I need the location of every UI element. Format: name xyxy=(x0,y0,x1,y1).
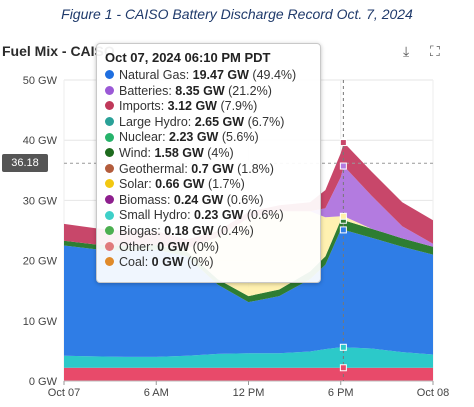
area-large-hydro xyxy=(64,347,433,368)
tooltip-series-name: Small Hydro xyxy=(119,208,188,223)
legend-dot-icon xyxy=(105,210,114,220)
tooltip-series-percent: (49.4%) xyxy=(252,68,297,82)
tooltip-rows: Natural Gas: 19.47 GW (49.4%) Batteries: … xyxy=(105,68,312,271)
tooltip-row: Biogas: 0.18 GW (0.4%) xyxy=(105,224,312,240)
legend-dot-icon xyxy=(105,132,114,142)
legend-dot-icon xyxy=(105,148,114,158)
tooltip-series-percent: (0.6%) xyxy=(246,208,284,223)
legend-dot-icon xyxy=(105,101,114,111)
tooltip-series-percent: (7.9%) xyxy=(220,99,258,114)
hover-marker xyxy=(339,364,347,372)
tooltip-series-name: Nuclear xyxy=(119,130,163,145)
tooltip-series-name: Large Hydro xyxy=(119,114,188,129)
tooltip-series-name: Other xyxy=(119,239,151,254)
tooltip-series-value: 0.7 GW xyxy=(191,161,234,176)
tooltip-row: Solar: 0.66 GW (1.7%) xyxy=(105,177,312,193)
area-batteries xyxy=(64,166,433,249)
hover-marker xyxy=(339,226,347,234)
panel-title: Fuel Mix - CAISO xyxy=(2,43,115,59)
tooltip-series-percent: (5.6%) xyxy=(221,130,259,145)
y-tick-label: 30 GW xyxy=(23,195,58,207)
tooltip-series-percent: (6.7%) xyxy=(247,114,285,129)
tooltip-series-name: Wind xyxy=(119,145,148,160)
tooltip-series-value: 0.18 GW xyxy=(164,223,214,238)
tooltip-series-name: Biomass xyxy=(119,192,167,207)
tooltip-row: Coal: 0 GW (0%) xyxy=(105,255,312,271)
tooltip-series-value: 0.23 GW xyxy=(194,208,244,223)
tooltip-series-value: 0.24 GW xyxy=(173,192,224,207)
tooltip-row: Nuclear: 2.23 GW (5.6%) xyxy=(105,130,312,146)
tooltip-series-value: 2.23 GW xyxy=(169,130,219,145)
x-tick-label: 12 PM xyxy=(233,387,265,399)
tooltip-series-percent: (0%) xyxy=(187,255,214,270)
tooltip-row: Batteries: 8.35 GW (21.2%) xyxy=(105,84,312,100)
crosshair-value-label: 36.18 GW xyxy=(2,154,48,187)
tooltip-series-percent: (1.7%) xyxy=(207,177,245,192)
tooltip-series-name: Natural Gas xyxy=(119,68,186,82)
download-icon[interactable]: ⤓ xyxy=(403,44,410,60)
tooltip-header: Oct 07, 2024 06:10 PM PDT xyxy=(105,50,271,65)
tooltip-row: Wind: 1.58 GW (4%) xyxy=(105,146,312,162)
tooltip-series-value: 8.35 GW xyxy=(175,83,225,98)
tooltip-series-name: Geothermal xyxy=(119,161,185,176)
legend-dot-icon xyxy=(105,226,114,236)
y-tick-label: 50 GW xyxy=(23,75,58,87)
hover-marker xyxy=(339,139,347,147)
legend-dot-icon xyxy=(105,85,114,95)
tooltip-row: Other: 0 GW (0%) xyxy=(105,240,312,256)
y-tick-label: 40 GW xyxy=(23,135,58,147)
x-axis: Oct 07 6 AM 12 PM 6 PM Oct 08 xyxy=(48,380,449,399)
tooltip-series-name: Coal xyxy=(119,255,145,270)
x-tick-label: Oct 08 xyxy=(417,387,449,399)
x-tick-label: 6 AM xyxy=(144,387,169,399)
tooltip-series-value: 2.65 GW xyxy=(194,114,245,129)
fullscreen-icon[interactable]: ⛶ xyxy=(430,44,440,60)
x-tick-label: Oct 07 xyxy=(48,387,80,399)
legend-dot-icon xyxy=(105,241,114,251)
tooltip-series-value: 0.66 GW xyxy=(155,177,205,192)
legend-dot-icon xyxy=(105,194,114,204)
tooltip-series-name: Imports xyxy=(119,99,161,114)
tooltip-row: Biomass: 0.24 GW (0.6%) xyxy=(105,193,312,209)
legend-dot-icon xyxy=(105,116,114,126)
tooltip-series-percent: (21.2%) xyxy=(228,83,272,98)
tooltip-row: Small Hydro: 0.23 GW (0.6%) xyxy=(105,208,312,224)
tooltip: Oct 07, 2024 06:10 PM PDT Natural Gas: 1… xyxy=(96,43,321,283)
figure-title: Figure 1 - CAISO Battery Discharge Recor… xyxy=(61,6,413,22)
x-tick-label: 6 PM xyxy=(328,387,354,399)
legend-dot-icon xyxy=(105,70,114,80)
tooltip-series-value: 19.47 GW xyxy=(192,68,249,82)
tooltip-series-value: 1.58 GW xyxy=(154,145,204,160)
tooltip-series-percent: (0.4%) xyxy=(217,223,254,238)
y-axis: 0 GW 10 GW 20 GW 30 GW 40 GW 50 GW xyxy=(23,75,58,388)
tooltip-row: Large Hydro: 2.65 GW (6.7%) xyxy=(105,115,312,131)
tooltip-series-percent: (1.8%) xyxy=(237,161,274,176)
hover-marker xyxy=(339,343,347,351)
y-tick-label: 0 GW xyxy=(29,376,58,388)
tooltip-series-percent: (4%) xyxy=(207,145,234,160)
y-tick-label: 20 GW xyxy=(23,256,58,268)
hover-marker xyxy=(339,162,347,170)
area-other-and-small-sources xyxy=(64,367,433,381)
tooltip-series-name: Batteries xyxy=(119,83,169,98)
tooltip-series-name: Solar xyxy=(119,177,149,192)
legend-dot-icon xyxy=(105,257,114,267)
legend-dot-icon xyxy=(105,179,114,189)
tooltip-row: Imports: 3.12 GW (7.9%) xyxy=(105,99,312,115)
tooltip-series-percent: (0.6%) xyxy=(226,192,264,207)
y-tick-label: 10 GW xyxy=(23,316,58,328)
tooltip-series-value: 0 GW xyxy=(151,255,184,270)
tooltip-row: Natural Gas: 19.47 GW (49.4%) xyxy=(105,68,312,84)
hover-marker xyxy=(339,212,347,220)
tooltip-series-value: 3.12 GW xyxy=(167,99,217,114)
legend-dot-icon xyxy=(105,163,114,173)
tooltip-series-percent: (0%) xyxy=(192,239,220,254)
tooltip-series-name: Biogas xyxy=(119,223,158,238)
tooltip-series-value: 0 GW xyxy=(157,239,190,254)
tooltip-row: Geothermal: 0.7 GW (1.8%) xyxy=(105,162,312,178)
